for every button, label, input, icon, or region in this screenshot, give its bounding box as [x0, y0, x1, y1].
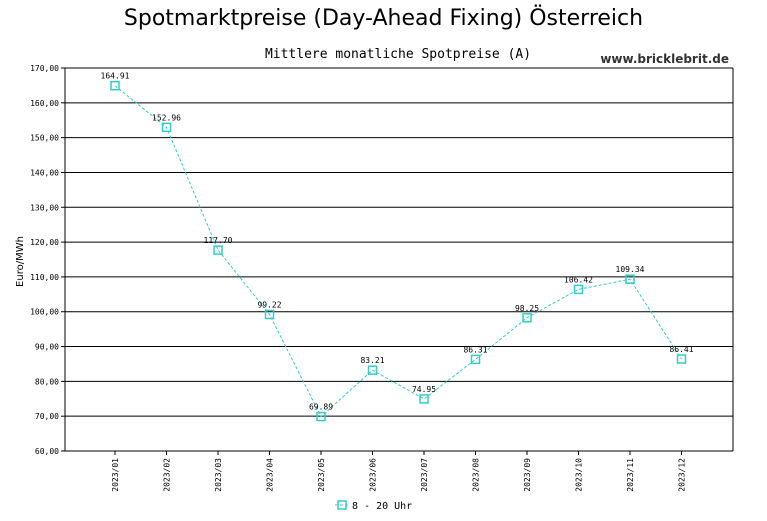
data-label: 69.89: [309, 403, 333, 412]
y-tick-label: 160,00: [30, 99, 59, 108]
data-label: 86.41: [669, 345, 693, 354]
y-tick-label: 170,00: [30, 64, 59, 73]
data-point-marker: [470, 354, 481, 365]
watermark-text: www.bricklebrit.de: [600, 52, 729, 66]
data-point-marker: [213, 245, 223, 255]
legend-marker: [337, 500, 347, 510]
data-point-marker: [161, 122, 172, 133]
x-tick-label: 2023/05: [317, 458, 326, 492]
data-label: 109.34: [616, 265, 645, 274]
y-tick-label: 100,00: [30, 308, 59, 317]
y-tick-label: 80,00: [35, 377, 59, 386]
y-tick-label: 120,00: [30, 238, 59, 247]
data-label: 98.25: [515, 304, 539, 313]
data-point-marker: [419, 394, 429, 404]
data-point-marker: [573, 284, 584, 295]
x-tick-label: 2023/04: [266, 458, 275, 492]
y-tick-label: 110,00: [30, 273, 59, 282]
x-tick-label: 2023/08: [472, 458, 481, 492]
data-point-marker: [316, 411, 326, 422]
x-tick-label: 2023/11: [626, 458, 635, 492]
legend-label: 8 - 20 Uhr: [352, 501, 412, 512]
x-tick-label: 2023/10: [575, 458, 584, 492]
data-label: 152.96: [152, 113, 181, 122]
x-tick-label: 2023/02: [163, 458, 172, 492]
x-tick-label: 2023/06: [369, 458, 378, 492]
x-tick-label: 2023/03: [214, 458, 223, 492]
y-tick-label: 150,00: [30, 134, 59, 143]
y-tick-label: 140,00: [30, 168, 59, 177]
data-point-marker: [676, 354, 687, 364]
x-tick-label: 2023/12: [678, 458, 687, 492]
data-label: 117.70: [204, 236, 233, 245]
y-tick-label: 90,00: [35, 343, 59, 352]
data-label: 74.95: [412, 385, 436, 394]
data-point-marker: [367, 365, 378, 375]
data-point-marker: [522, 313, 532, 323]
data-point-marker: [110, 80, 120, 91]
y-tick-label: 130,00: [30, 203, 59, 212]
data-point-marker: [625, 274, 635, 284]
x-tick-label: 2023/01: [111, 458, 120, 492]
data-label: 86.31: [463, 345, 487, 354]
data-label: 164.91: [101, 72, 130, 81]
chart-subtitle: Mittlere monatliche Spotpreise (A): [264, 47, 532, 62]
x-tick-label: 2023/07: [420, 458, 429, 492]
x-tick-label: 2023/09: [523, 458, 532, 492]
y-tick-label: 60,00: [35, 447, 59, 456]
data-point-marker: [264, 309, 275, 320]
y-axis-title: Euro/MWh: [15, 236, 26, 287]
series-line: [114, 85, 682, 418]
data-label: 106.42: [564, 275, 593, 284]
data-label: 83.21: [360, 356, 384, 365]
chart-title: Spotmarktpreise (Day-Ahead Fixing) Öster…: [123, 6, 644, 31]
y-tick-label: 70,00: [35, 412, 59, 421]
data-label: 99.22: [257, 300, 281, 309]
